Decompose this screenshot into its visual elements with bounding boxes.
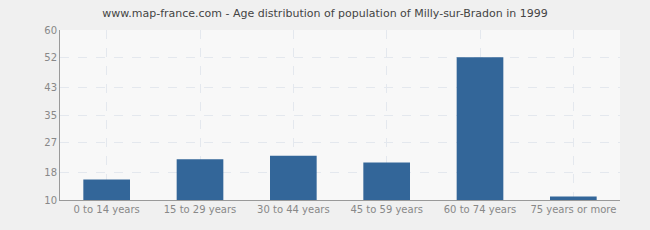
svg-text:18: 18 — [44, 167, 57, 178]
svg-text:75 years or more: 75 years or more — [530, 204, 616, 215]
svg-text:60 to 74 years: 60 to 74 years — [444, 204, 517, 215]
svg-text:52: 52 — [44, 52, 57, 63]
svg-text:45 to 59 years: 45 to 59 years — [350, 204, 423, 215]
svg-text:15 to 29 years: 15 to 29 years — [164, 204, 237, 215]
svg-text:10: 10 — [44, 195, 57, 206]
svg-text:43: 43 — [44, 82, 57, 93]
svg-text:www.map-france.com - Age distr: www.map-france.com - Age distribution of… — [102, 7, 548, 20]
svg-text:60: 60 — [44, 25, 57, 36]
svg-text:0 to 14 years: 0 to 14 years — [74, 204, 140, 215]
svg-text:27: 27 — [44, 137, 57, 148]
svg-text:35: 35 — [44, 110, 57, 121]
svg-text:30 to 44 years: 30 to 44 years — [257, 204, 330, 215]
